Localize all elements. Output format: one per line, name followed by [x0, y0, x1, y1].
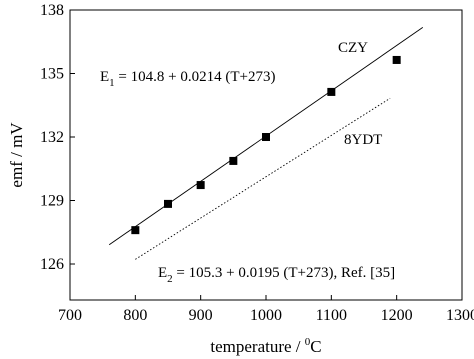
annotation-part: = 104.8 + 0.0214 (T+273) — [115, 69, 276, 85]
data-point — [131, 226, 140, 235]
annotation: E1 = 104.8 + 0.0214 (T+273) — [100, 69, 275, 89]
x-tick-label: 700 — [58, 307, 82, 324]
x-tick-label: 1100 — [316, 307, 347, 324]
y-tick-label: 129 — [40, 193, 64, 210]
y-axis-label: emf / mV — [7, 122, 26, 188]
fit-line — [135, 97, 391, 260]
y-tick-label: 138 — [40, 2, 64, 19]
data-point — [164, 199, 172, 208]
data-point — [229, 156, 238, 165]
annotation-part: E — [100, 69, 109, 85]
data-point — [392, 55, 401, 64]
y-tick-label: 126 — [40, 256, 64, 273]
y-tick-label: 135 — [40, 66, 64, 83]
x-label-part: 0 — [305, 336, 311, 348]
x-tick-label: 1200 — [381, 307, 413, 324]
annotation-part: 1 — [109, 77, 115, 89]
data-point — [327, 87, 336, 96]
annotation-part: E — [158, 265, 167, 281]
y-tick-label: 132 — [40, 129, 64, 146]
x-tick-label: 900 — [189, 307, 213, 324]
annotation-part: 8YDT — [344, 132, 382, 148]
x-label-part: temperature / — [210, 337, 304, 356]
annotation-part: CZY — [338, 40, 368, 56]
annotation-part: 2 — [167, 273, 173, 285]
data-point — [196, 181, 205, 190]
x-label-part: C — [310, 337, 321, 356]
data-point — [262, 133, 270, 142]
x-tick-label: 1300 — [446, 307, 474, 324]
annotation: 8YDT — [344, 132, 382, 148]
x-tick-label: 1000 — [250, 307, 282, 324]
annotation: CZY — [338, 40, 368, 56]
x-axis-label: temperature / 0C — [210, 336, 321, 356]
annotation-part: = 105.3 + 0.0195 (T+273), Ref. [35] — [173, 265, 395, 281]
plot-frame — [69, 9, 463, 301]
annotation: E2 = 105.3 + 0.0195 (T+273), Ref. [35] — [158, 265, 395, 285]
x-tick-label: 800 — [123, 307, 147, 324]
